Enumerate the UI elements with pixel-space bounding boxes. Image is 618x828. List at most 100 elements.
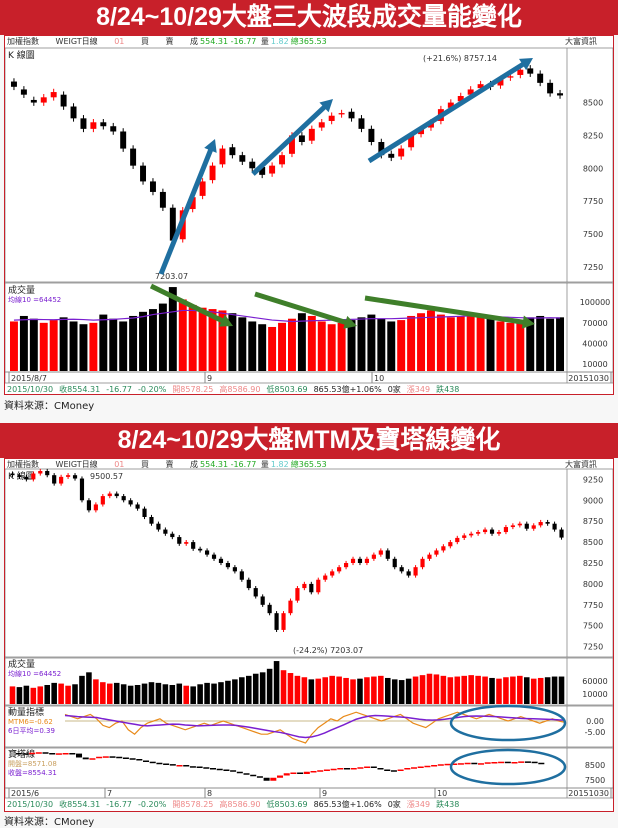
- candle: [170, 533, 175, 538]
- mtm-value: MTM6=-0.62: [8, 718, 53, 726]
- volume-bar: [530, 678, 537, 704]
- volume-bar: [486, 318, 495, 371]
- candle: [338, 113, 345, 115]
- blue-trend-arrow-head: [319, 99, 333, 113]
- volume-bar: [218, 682, 224, 704]
- mtm-frame: [5, 705, 613, 748]
- vol-label: 量: [260, 460, 269, 469]
- green-trend-arrow-head: [343, 315, 357, 329]
- highlight-ellipse: [449, 748, 567, 786]
- candle: [246, 579, 251, 589]
- candle: [159, 191, 166, 208]
- sell-label: 賣: [165, 460, 174, 469]
- info-bar-2: 加權指數 WEIGT日線 01 買 賣 成 554.31 -16.77 量 1.82…: [7, 459, 611, 470]
- candle: [204, 550, 210, 555]
- tower-bar: [236, 771, 243, 774]
- candle: [413, 567, 418, 576]
- volume-bar: [329, 675, 335, 704]
- candle: [388, 153, 395, 158]
- tower-bar: [183, 765, 190, 767]
- candle: [316, 579, 321, 593]
- tower-bar: [270, 777, 277, 781]
- tower-bar: [102, 756, 109, 758]
- panel-label: K 線圖: [8, 49, 35, 61]
- volume-bar: [489, 677, 495, 704]
- tower-bar: [49, 753, 56, 755]
- tower-bar: [431, 765, 438, 767]
- tower-bar: [524, 761, 531, 763]
- candle: [253, 588, 258, 597]
- deal-price: 554.31 -16.77: [200, 37, 257, 46]
- volume-bar: [65, 685, 71, 704]
- candle: [531, 525, 536, 529]
- volume-bar: [327, 324, 336, 371]
- mtm-avg-line: [64, 714, 566, 739]
- volume-bar: [456, 315, 465, 371]
- buy-label: 買: [140, 460, 149, 469]
- status-open: 開8578.25: [172, 800, 214, 809]
- volume-bar: [278, 322, 287, 371]
- vol-value: 1.82: [270, 460, 289, 469]
- total-value: 總365.53: [290, 460, 327, 469]
- candle: [392, 558, 397, 568]
- candle: [398, 148, 405, 157]
- candle: [406, 571, 411, 576]
- tower-bar: [277, 775, 284, 778]
- volume-bar: [536, 315, 545, 371]
- volume-bar: [315, 678, 322, 704]
- volume-bar: [364, 677, 370, 704]
- candle: [135, 504, 140, 509]
- tower-bar: [538, 762, 545, 765]
- volume-bar: [537, 677, 544, 704]
- volume-bar: [39, 322, 48, 371]
- tower-bar: [210, 768, 217, 770]
- candle: [279, 155, 286, 165]
- tower-bar: [109, 756, 116, 758]
- tower-bar: [55, 753, 62, 755]
- status-chg: -16.77: [106, 385, 132, 394]
- tower-bar: [330, 768, 337, 771]
- candle: [455, 537, 460, 543]
- tower-bar: [230, 770, 237, 772]
- candle: [378, 142, 385, 156]
- status-pct: -0.20%: [138, 385, 167, 394]
- freq[interactable]: WEIGT日線: [55, 460, 98, 469]
- volume-bar: [190, 686, 196, 704]
- volume-bar: [387, 321, 396, 371]
- tower-bar: [189, 766, 196, 768]
- volume-bar: [89, 322, 98, 371]
- source-note-2: 資料來源：CMoney: [4, 817, 95, 828]
- y-tick-label: 7250: [583, 643, 603, 652]
- status-down: 跌438: [436, 800, 460, 809]
- freq[interactable]: WEIGT日線: [55, 37, 98, 46]
- candle: [507, 76, 514, 78]
- ma-label: 均線10 =64452: [8, 669, 61, 678]
- tower-bar: [511, 762, 518, 764]
- status-flat: 0家: [387, 385, 401, 394]
- volume-bar: [129, 315, 138, 371]
- candle: [121, 496, 126, 501]
- candle: [45, 471, 50, 476]
- candle: [308, 128, 315, 141]
- tower-bar: [156, 762, 163, 765]
- candle: [219, 148, 226, 165]
- source-note: 資料來源：CMoney: [4, 401, 95, 412]
- candle: [142, 508, 147, 517]
- volume-bar: [551, 676, 558, 704]
- volume-bar: [546, 318, 555, 371]
- volume-bar: [239, 677, 245, 704]
- volume-bar: [245, 675, 252, 704]
- candle: [90, 122, 97, 129]
- blue-trend-arrow: [367, 61, 526, 164]
- volume-bar: [476, 315, 485, 371]
- volume-bar: [384, 677, 391, 704]
- volume-bar: [426, 673, 433, 704]
- top-chart-panel: 加權指數 WEIGT日線 01 買 賣 成 554.31 -16.77 量 1.82…: [4, 35, 614, 395]
- volume-bar: [127, 685, 134, 704]
- tower-bar: [290, 772, 297, 774]
- green-trend-arrow-head: [219, 314, 233, 327]
- y-tick-label: 7500: [583, 230, 603, 239]
- tower-bar: [29, 752, 36, 755]
- volume-bar: [371, 676, 377, 704]
- volume-bar: [412, 676, 419, 704]
